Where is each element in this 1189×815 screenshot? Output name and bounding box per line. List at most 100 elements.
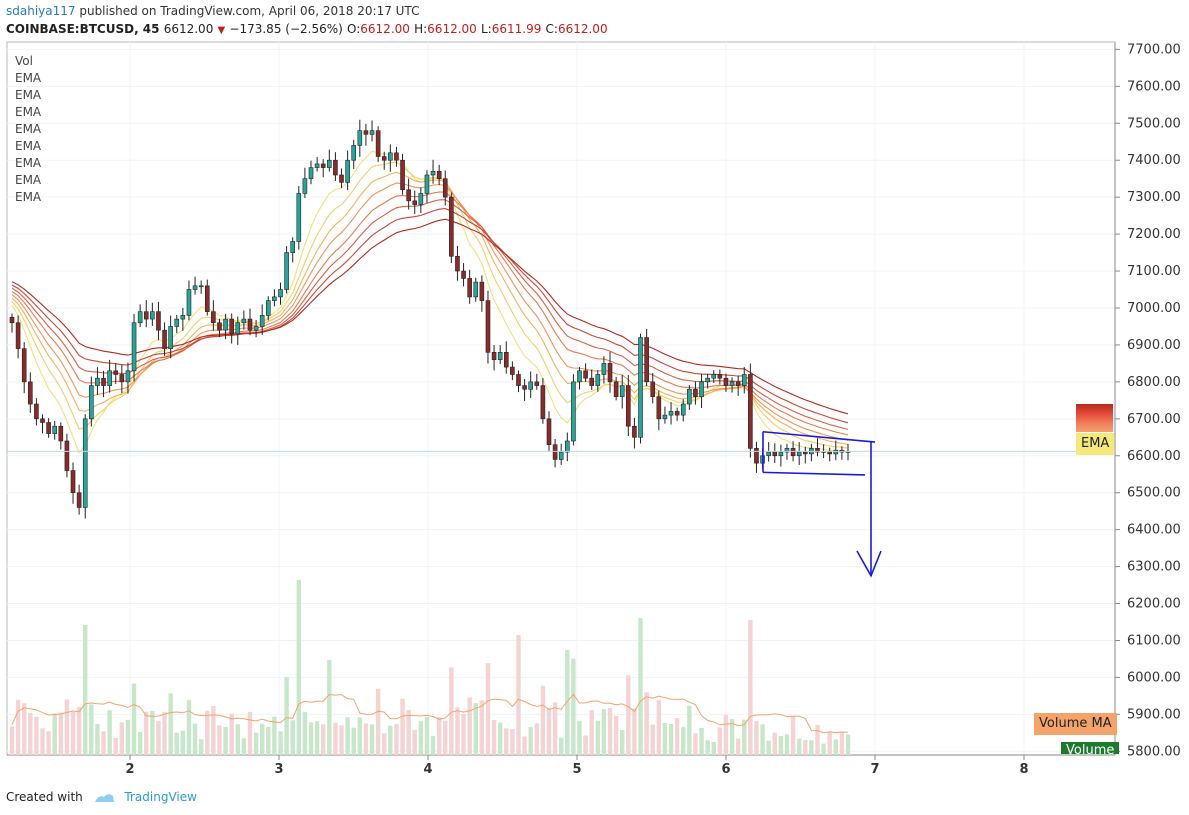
- volume-bar: [504, 728, 509, 755]
- candle-body: [833, 449, 839, 455]
- candle-body: [131, 322, 137, 372]
- legend-ema-7[interactable]: EMA: [15, 173, 42, 187]
- volume-bar: [613, 715, 619, 755]
- volume-bar: [430, 735, 436, 755]
- ema-line-8[interactable]: [11, 218, 849, 415]
- candle-body: [485, 300, 491, 353]
- legend-ema-6[interactable]: EMA: [15, 156, 42, 170]
- tradingview-logo-icon: [93, 792, 115, 803]
- volume-bar: [784, 734, 790, 755]
- legend-ema-2[interactable]: EMA: [15, 88, 42, 102]
- volume-bar: [516, 635, 521, 755]
- candle-body: [333, 159, 338, 176]
- volume-bar: [772, 732, 777, 755]
- volume-bar: [681, 727, 686, 755]
- volume-bar: [815, 725, 820, 755]
- candle-body: [64, 440, 70, 471]
- volume-bar: [595, 720, 601, 755]
- volume-bar: [308, 722, 314, 755]
- volume-bar: [699, 727, 704, 755]
- candle-body: [632, 425, 637, 438]
- volume-bar: [449, 667, 454, 755]
- legend-ema-8[interactable]: EMA: [15, 190, 42, 204]
- y-tick-label: 5900.00: [1127, 707, 1181, 722]
- tradingview-link[interactable]: TradingView: [124, 790, 197, 804]
- volume-bar: [137, 732, 143, 755]
- volume-bar: [223, 726, 228, 755]
- ema-line-7[interactable]: [11, 208, 849, 424]
- legend-ema-1[interactable]: EMA: [15, 71, 42, 85]
- legend-ema-4[interactable]: EMA: [15, 122, 42, 136]
- symbol-name[interactable]: COINBASE:BTCUSD, 45: [6, 22, 160, 36]
- volume-bar: [436, 717, 442, 755]
- volume-bar: [528, 726, 533, 755]
- candle-body: [15, 322, 21, 349]
- candle-body: [687, 388, 692, 405]
- y-tick-label: 7000.00: [1127, 301, 1181, 316]
- ema-line-5[interactable]: [11, 191, 849, 436]
- volume-bar: [754, 721, 759, 755]
- y-tick-label: 7200.00: [1127, 227, 1181, 242]
- volume-ma-line: [11, 693, 848, 734]
- y-tick-label: 6500.00: [1127, 486, 1181, 501]
- volume-bar: [796, 738, 802, 755]
- volume-bar: [845, 734, 851, 755]
- candle-body: [534, 381, 540, 386]
- volume-bar: [565, 650, 570, 755]
- volume-bar: [839, 731, 845, 755]
- candle-body: [21, 348, 27, 383]
- candle-body: [717, 374, 723, 379]
- target-arrow-head[interactable]: [856, 550, 882, 578]
- candle-body: [119, 374, 125, 383]
- plot-area[interactable]: [6, 41, 1116, 756]
- candle-body: [76, 492, 82, 508]
- candle-body: [723, 377, 729, 386]
- candle-body: [680, 403, 686, 416]
- ema-line-3[interactable]: [11, 171, 849, 445]
- volume-bar: [687, 705, 692, 755]
- candle-body: [113, 370, 119, 375]
- legend-vol[interactable]: Vol: [15, 54, 33, 68]
- volume-bar: [510, 728, 515, 755]
- x-tick-label: 7: [870, 762, 879, 777]
- candle-body: [772, 451, 778, 457]
- volume-bar: [607, 708, 613, 755]
- candle-body: [479, 281, 485, 301]
- volume-bar: [546, 708, 552, 755]
- candle-body: [265, 300, 271, 316]
- ema-line-1[interactable]: [11, 150, 849, 454]
- candle-body: [223, 318, 228, 331]
- volume-bar: [467, 697, 472, 755]
- candle-body: [137, 311, 143, 324]
- y-tick-label: 6700.00: [1127, 412, 1181, 427]
- volume-bar: [217, 725, 222, 755]
- volume-bar: [89, 704, 94, 755]
- candle-body: [735, 381, 741, 386]
- volume-bar: [58, 712, 64, 755]
- candle-body: [143, 311, 149, 320]
- ema-line-4[interactable]: [11, 182, 849, 441]
- y-tick-label: 5800.00: [1127, 744, 1181, 759]
- candle-body: [150, 311, 155, 320]
- candle-body: [247, 318, 253, 331]
- candle-body: [217, 322, 222, 331]
- candle-body: [58, 425, 64, 442]
- volume-bar: [375, 688, 381, 755]
- volume-bar: [266, 726, 271, 755]
- indicator-legend: Vol EMA EMA EMA EMA EMA EMA EMA EMA: [15, 53, 41, 206]
- author-link[interactable]: sdahiya117: [6, 4, 76, 18]
- volume-bar: [485, 663, 491, 755]
- pennant-upper-line[interactable]: [762, 430, 876, 443]
- candle-body: [754, 448, 759, 464]
- close-value: 6612.00: [557, 22, 608, 36]
- volume-bar: [644, 692, 649, 755]
- y-tick-label: 7700.00: [1127, 42, 1181, 57]
- volume-bar: [491, 720, 497, 755]
- pennant-lower-line[interactable]: [762, 471, 866, 476]
- legend-ema-3[interactable]: EMA: [15, 105, 42, 119]
- candle-body: [668, 411, 674, 416]
- legend-ema-5[interactable]: EMA: [15, 139, 42, 153]
- candle-body: [418, 193, 424, 205]
- candle-body: [790, 448, 796, 457]
